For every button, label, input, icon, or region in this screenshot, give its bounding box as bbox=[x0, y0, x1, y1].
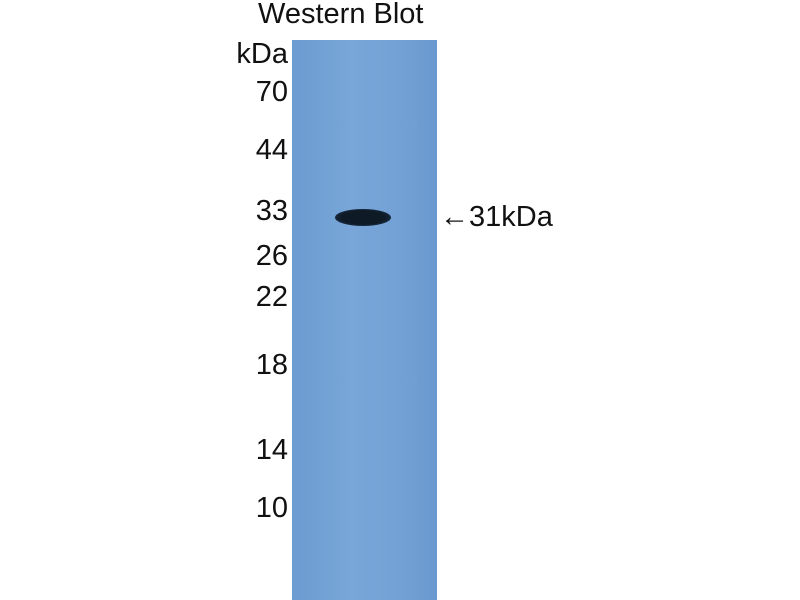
band-size-annotation: ←31kDa bbox=[440, 201, 553, 233]
marker-label: 26 bbox=[255, 240, 288, 272]
marker-label: 22 bbox=[255, 281, 288, 313]
marker-label: 70 bbox=[255, 76, 288, 108]
marker-label: 44 bbox=[255, 134, 288, 166]
blot-lane bbox=[292, 40, 437, 600]
marker-label: 10 bbox=[255, 492, 288, 524]
marker-label: 33 bbox=[255, 195, 288, 227]
protein-band bbox=[335, 209, 391, 226]
marker-label: 18 bbox=[255, 349, 288, 381]
unit-label: kDa bbox=[236, 38, 288, 70]
figure-title: Western Blot bbox=[258, 0, 424, 30]
marker-label: 14 bbox=[255, 434, 288, 466]
